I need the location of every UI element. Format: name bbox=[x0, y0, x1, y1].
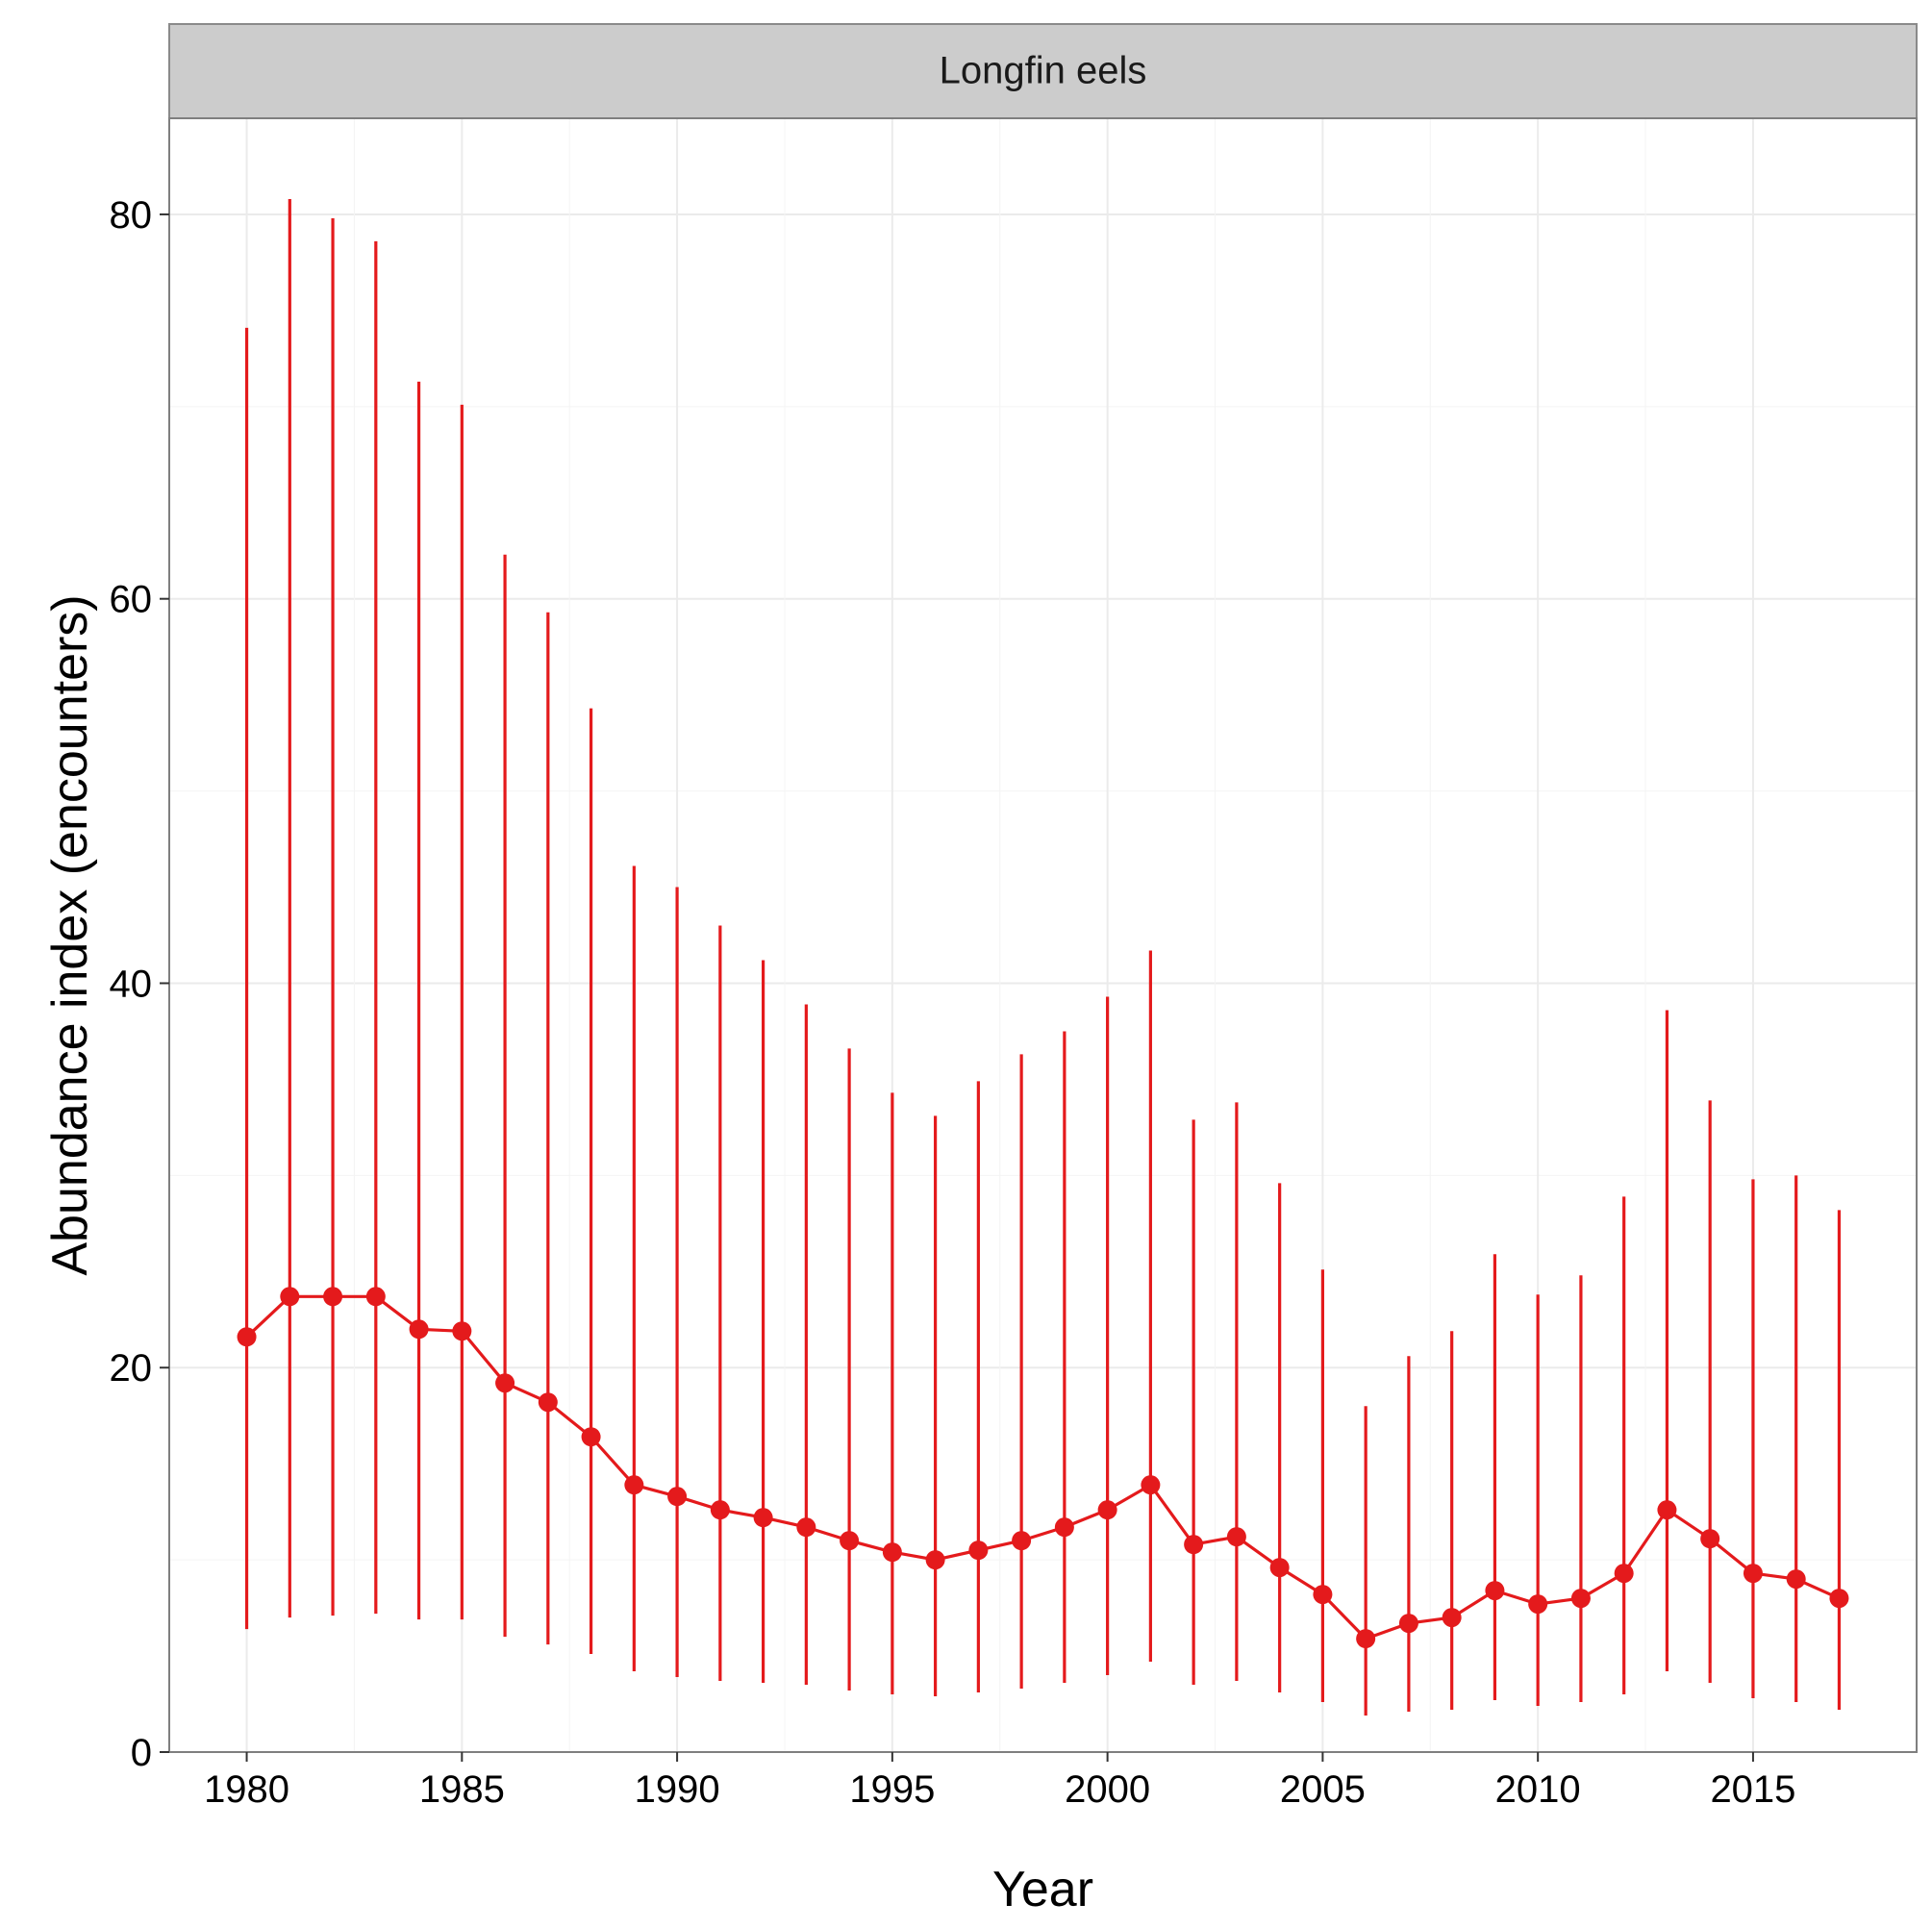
data-point bbox=[882, 1542, 902, 1563]
data-point bbox=[495, 1373, 515, 1393]
data-point bbox=[280, 1287, 300, 1307]
y-tick-label: 60 bbox=[110, 579, 153, 621]
facet-strip-background bbox=[168, 23, 1918, 119]
data-point bbox=[1829, 1589, 1849, 1609]
data-point bbox=[667, 1487, 688, 1507]
data-point bbox=[840, 1531, 860, 1551]
data-point bbox=[1141, 1475, 1161, 1495]
plot-panel bbox=[169, 118, 1917, 1752]
data-point bbox=[1054, 1517, 1074, 1538]
data-point bbox=[968, 1541, 989, 1561]
data-point bbox=[1012, 1531, 1032, 1551]
data-point bbox=[1226, 1527, 1246, 1547]
data-point bbox=[1614, 1564, 1634, 1584]
data-point bbox=[1528, 1594, 1548, 1615]
x-tick-label: 2010 bbox=[1495, 1768, 1581, 1811]
data-point bbox=[624, 1475, 644, 1495]
data-point bbox=[1570, 1589, 1591, 1609]
data-point bbox=[538, 1392, 558, 1413]
data-point bbox=[1743, 1564, 1763, 1584]
x-tick-label: 2005 bbox=[1280, 1768, 1366, 1811]
facet-label: Longfin eels bbox=[940, 50, 1147, 92]
x-tick-label: 1980 bbox=[204, 1768, 289, 1811]
x-tick-label: 1995 bbox=[849, 1768, 935, 1811]
data-point bbox=[796, 1517, 816, 1538]
data-point bbox=[1786, 1569, 1806, 1590]
y-axis-title: Abundance index (encounters) bbox=[42, 594, 98, 1275]
x-tick-label: 2000 bbox=[1065, 1768, 1150, 1811]
data-point bbox=[1700, 1529, 1720, 1549]
y-axis: 0 20 40 60 80 bbox=[110, 194, 169, 1774]
x-tick-label: 1985 bbox=[419, 1768, 505, 1811]
data-point bbox=[753, 1508, 773, 1528]
data-point bbox=[1184, 1535, 1204, 1555]
data-point bbox=[1356, 1629, 1376, 1649]
chart-marks bbox=[237, 198, 1849, 1716]
data-point bbox=[1485, 1581, 1505, 1601]
data-point bbox=[409, 1319, 429, 1340]
data-point bbox=[452, 1321, 472, 1341]
data-point bbox=[1657, 1500, 1677, 1520]
facet-strip: Longfin eels bbox=[168, 23, 1918, 119]
series bbox=[237, 198, 1849, 1716]
data-point bbox=[237, 1327, 257, 1347]
data-point bbox=[1097, 1500, 1117, 1520]
x-tick-label: 2015 bbox=[1710, 1768, 1795, 1811]
data-point bbox=[323, 1287, 343, 1307]
data-point bbox=[1398, 1614, 1418, 1634]
y-tick-label: 20 bbox=[110, 1347, 153, 1390]
data-point bbox=[1269, 1558, 1290, 1578]
x-axis: 1980 1985 1990 1995 2000 2005 2010 2015 bbox=[204, 1752, 1795, 1811]
data-point bbox=[365, 1287, 386, 1307]
data-point bbox=[925, 1550, 945, 1570]
plot-panel-border bbox=[168, 117, 1918, 1753]
data-point bbox=[710, 1500, 730, 1520]
x-tick-label: 1990 bbox=[635, 1768, 720, 1811]
data-point bbox=[1442, 1608, 1462, 1628]
data-point bbox=[1313, 1585, 1333, 1605]
y-tick-label: 80 bbox=[110, 194, 153, 237]
data-point bbox=[581, 1427, 601, 1447]
y-tick-label: 40 bbox=[110, 963, 153, 1005]
y-tick-label: 0 bbox=[131, 1732, 152, 1774]
x-axis-title: Year bbox=[992, 1862, 1093, 1917]
